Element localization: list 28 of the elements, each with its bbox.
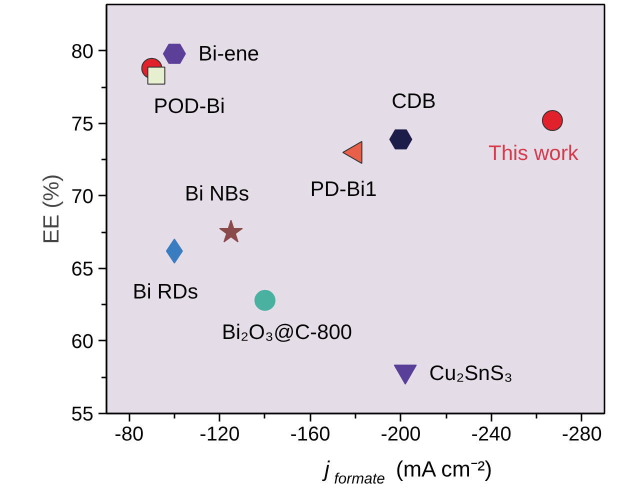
y-tick-label: 55: [71, 404, 94, 426]
series-label: PD-Bi1: [310, 178, 377, 201]
point: [389, 129, 412, 150]
x-tick-label: -80: [114, 424, 144, 446]
x-tick-label: -120: [200, 424, 240, 446]
x-tick-label: -240: [471, 424, 512, 446]
series-label: Bi RDs: [132, 280, 198, 304]
x-tick-label: -280: [562, 424, 602, 446]
series-label: Bi₂O₃@C-800: [222, 320, 352, 344]
series-label: POD-Bi: [154, 95, 225, 118]
series-label: Bi NBs: [184, 182, 250, 206]
point: [254, 290, 276, 311]
y-tick-label: 70: [71, 186, 94, 208]
point: [162, 44, 186, 64]
series-label: Bi-ene: [198, 42, 260, 66]
x-tick-label: -200: [380, 424, 421, 446]
series-label: CDB: [392, 90, 436, 113]
point: [542, 110, 563, 132]
y-axis-title: EE (%): [38, 174, 64, 244]
point: [219, 220, 243, 242]
y-tick-label: 80: [71, 40, 94, 63]
y-tick-label: 75: [71, 113, 94, 136]
y-tick-label: 65: [71, 258, 94, 280]
point: [147, 66, 166, 85]
series-label: This work: [488, 142, 579, 166]
series-label: Cu₂SnS₃: [429, 362, 513, 385]
x-tick-label: -160: [290, 424, 330, 446]
y-tick-label: 60: [71, 330, 94, 353]
